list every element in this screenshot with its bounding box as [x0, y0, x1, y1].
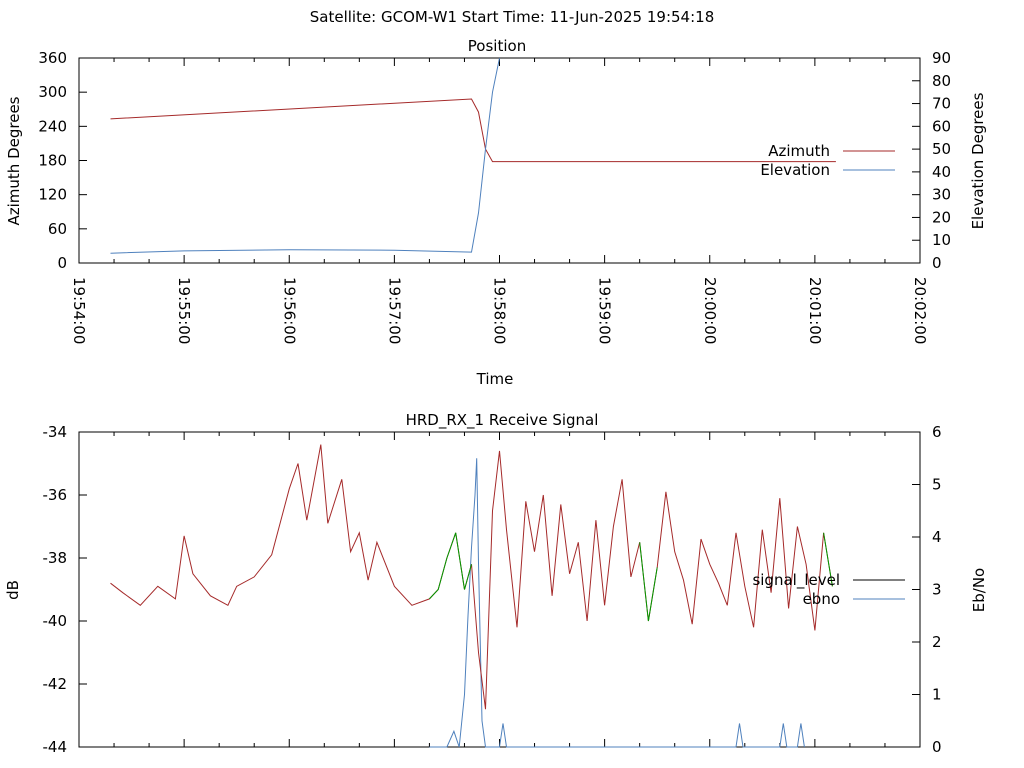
- x-tick-label: 19:54:00: [70, 277, 88, 344]
- left-tick-label: -44: [43, 738, 68, 756]
- x-tick-label: 19:57:00: [385, 277, 403, 344]
- right-tick-label: 1: [932, 686, 942, 704]
- signal-x-ticks: [78, 432, 921, 747]
- right-tick-label: 3: [932, 581, 942, 599]
- signal-left-ticks: -34 -36 -38 -40 -42 -44: [43, 423, 87, 756]
- right-tick-label: 60: [932, 117, 951, 135]
- signal-right-ticks: 0 1 2 3 4 5 6: [912, 423, 942, 756]
- receive-signal-chart: HRD_RX_1 Receive Signal -34-36-38-40-42-…: [4, 411, 988, 756]
- left-tick-label: -36: [43, 486, 68, 504]
- left-tick-label: -42: [43, 675, 68, 693]
- legend-elevation-label: Elevation: [760, 161, 830, 179]
- right-tick-label: 50: [932, 140, 951, 158]
- position-x-axis-label: Time: [476, 370, 514, 388]
- right-tick-label: 10: [932, 231, 951, 249]
- x-tick-label: 20:00:00: [701, 277, 719, 344]
- legend-azimuth-label: Azimuth: [768, 142, 830, 160]
- position-legend: Azimuth Elevation: [760, 142, 895, 179]
- right-tick-label: 0: [932, 254, 942, 272]
- chart-header: Satellite: GCOM-W1 Start Time: 11-Jun-20…: [310, 8, 715, 26]
- left-tick-label: 180: [38, 152, 67, 170]
- right-tick-label: 20: [932, 208, 951, 226]
- left-tick-label: 240: [38, 117, 67, 135]
- left-tick-label: 360: [38, 49, 67, 67]
- signal-left-axis-label: dB: [4, 580, 22, 600]
- right-tick-label: 30: [932, 186, 951, 204]
- left-tick-label: 60: [48, 220, 67, 238]
- signal-right-axis-label: Eb/No: [970, 568, 988, 612]
- position-chart-title: Position: [468, 37, 526, 55]
- right-tick-label: 40: [932, 163, 951, 181]
- position-x-ticks: 19:54:00 19:55:00 19:56:00 19:57:00 19:58:00…: [70, 58, 929, 344]
- legend-signal-level-label: signal_level: [752, 571, 840, 590]
- left-tick-label: -38: [43, 549, 68, 567]
- right-tick-label: 6: [932, 423, 942, 441]
- elevation-series-line: [110, 57, 500, 254]
- azimuth-series-line: [110, 98, 836, 163]
- right-tick-label: 2: [932, 633, 942, 651]
- position-left-axis-label: Azimuth Degrees: [5, 96, 23, 225]
- right-tick-label: 0: [932, 738, 942, 756]
- x-tick-label: 19:59:00: [596, 277, 614, 344]
- signal-legend: signal_level ebno: [752, 571, 905, 608]
- left-tick-label: 120: [38, 186, 67, 204]
- right-tick-label: 4: [932, 528, 942, 546]
- right-tick-label: 70: [932, 95, 951, 113]
- x-tick-label: 19:55:00: [175, 277, 193, 344]
- right-tick-label: 80: [932, 72, 951, 90]
- signal-locked-segment-line: [429, 532, 833, 622]
- signal-level-series-line: [110, 444, 833, 710]
- right-tick-label: 5: [932, 476, 942, 494]
- left-tick-label: -34: [43, 423, 68, 441]
- x-tick-label: 20:01:00: [806, 277, 824, 344]
- right-tick-label: 90: [932, 49, 951, 67]
- legend-ebno-label: ebno: [803, 590, 840, 608]
- x-tick-label: 19:58:00: [491, 277, 509, 344]
- position-right-ticks: 0 10 20 30 40 50 60 70 80 90: [912, 49, 951, 272]
- left-tick-label: 300: [38, 83, 67, 101]
- position-chart: Position 19:54:00 19:55:00 19:56:00 19:57:0…: [5, 37, 987, 388]
- position-left-ticks: 0 60 120 180 240 300 360: [38, 49, 87, 272]
- left-tick-label: -40: [43, 612, 68, 630]
- signal-chart-title: HRD_RX_1 Receive Signal: [406, 411, 599, 430]
- x-tick-label: 20:02:00: [911, 277, 929, 344]
- left-tick-label: 0: [57, 254, 67, 272]
- ebno-series-line: [429, 458, 805, 748]
- x-tick-label: 19:56:00: [280, 277, 298, 344]
- position-right-axis-label: Elevation Degrees: [969, 92, 987, 229]
